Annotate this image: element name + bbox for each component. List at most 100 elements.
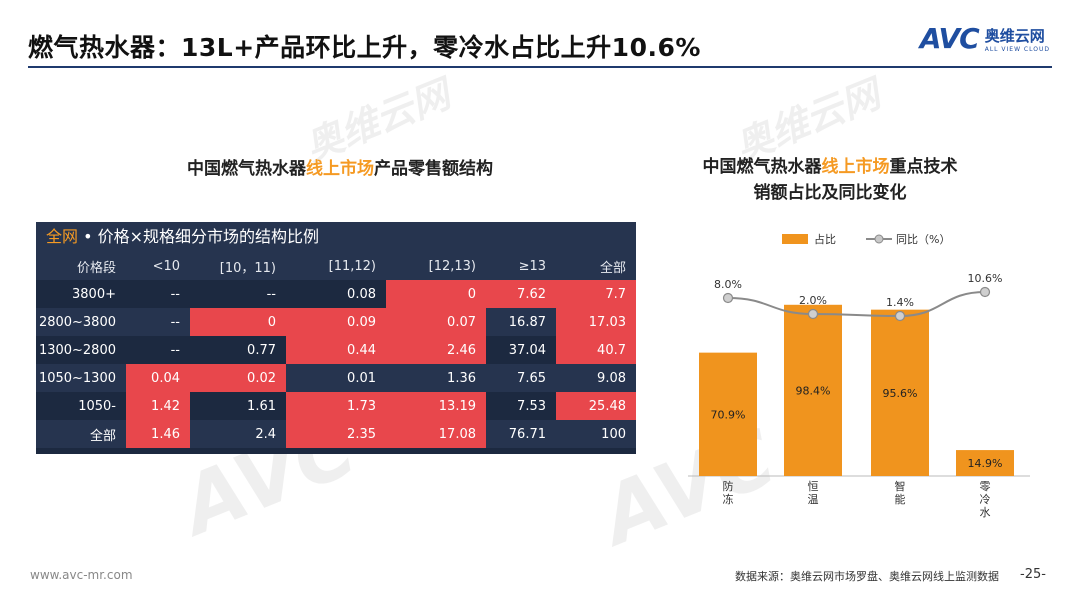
bar-label: 70.9%	[711, 408, 746, 421]
category-label: 恒	[808, 480, 819, 493]
table-row: 1050~1300 0.04 0.02 0.01 1.36 7.65 9.08	[36, 364, 636, 392]
yoy-point	[807, 308, 819, 320]
chart-title: 中国燃气热水器线上市场重点技术 销额占比及同比变化	[702, 157, 958, 203]
table-cell: 0.04	[126, 364, 190, 392]
data-source: 数据来源：奥维云网市场罗盘、奥维云网线上监测数据	[735, 570, 999, 583]
brand-logo: AVC 奥维云网 ALL VIEW CLOUD	[920, 22, 1050, 55]
logo-cn: 奥维云网	[984, 26, 1045, 45]
category-label: 能	[895, 492, 906, 506]
table-cell: 0.09	[286, 308, 386, 336]
table-row: 3800+ -- -- 0.08 0 7.62 7.7	[36, 280, 636, 308]
table-cell: 0.44	[286, 336, 386, 364]
table-cell: 2.46	[386, 336, 486, 364]
price-spec-table: 全网 • 价格×规格细分市场的结构比例 价格段 <10 [10，11) [11,12)…	[36, 222, 636, 454]
table-cell: 1.61	[190, 392, 286, 420]
table-cell: 9.08	[556, 364, 636, 392]
table-cell: 0.02	[190, 364, 286, 392]
column-header-price: 价格段	[36, 252, 126, 280]
table-cell: 1.46	[126, 420, 190, 448]
table-row: 1300~2800 -- 0.77 0.44 2.46 37.04 40.7	[36, 336, 636, 364]
bar-label: 98.4%	[796, 384, 831, 397]
bar-label: 95.6%	[883, 387, 918, 400]
table-row: 1050- 1.42 1.61 1.73 13.19 7.53 25.48	[36, 392, 636, 420]
table-row: 全部 1.46 2.4 2.35 17.08 76.71 100	[36, 420, 636, 448]
table-cell: --	[126, 336, 190, 364]
table-cell: 2.35	[286, 420, 386, 448]
table-caption: 全网 • 价格×规格细分市场的结构比例	[36, 222, 636, 252]
table-cell: 7.65	[486, 364, 556, 392]
bar	[699, 352, 757, 476]
category-label: 水	[980, 506, 991, 519]
table-cell: --	[190, 280, 286, 308]
table-title: 中国燃气热水器线上市场产品零售额结构	[187, 159, 493, 179]
structure-table: 价格段 <10 [10，11) [11,12) [12,13) ≥13 全部 3800+ -- -…	[36, 252, 636, 448]
yoy-point	[722, 292, 734, 304]
table-cell: --	[126, 280, 190, 308]
table-cell: 7.62	[486, 280, 556, 308]
logo-mark: AVC	[919, 22, 980, 55]
table-cell: 40.7	[556, 336, 636, 364]
yoy-point	[979, 286, 991, 298]
column-header: [10，11)	[190, 252, 286, 280]
column-header: <10	[126, 252, 190, 280]
table-cell: 100	[556, 420, 636, 448]
table-cell: 37.04	[486, 336, 556, 364]
table-cell: 1.36	[386, 364, 486, 392]
column-header: [12,13)	[386, 252, 486, 280]
bar	[871, 309, 929, 476]
website-url[interactable]: www.avc-mr.com	[30, 568, 133, 582]
category-label: 冷	[980, 493, 991, 506]
table-cell: 7.7	[556, 280, 636, 308]
category-label: 冻	[723, 492, 734, 506]
table-cell: 0.08	[286, 280, 386, 308]
title-divider	[28, 66, 1052, 68]
page-title: 燃气热水器：13L+产品环比上升，零冷水占比上升10.6%	[28, 33, 701, 62]
legend-label-yoy: 同比（%）	[896, 233, 950, 246]
yoy-line	[727, 291, 986, 318]
row-label: 全部	[36, 420, 126, 448]
yoy-label: 8.0%	[714, 278, 742, 291]
table-cell: 13.19	[386, 392, 486, 420]
table-cell: 0	[190, 308, 286, 336]
column-header: [11,12)	[286, 252, 386, 280]
table-cell: 0.07	[386, 308, 486, 336]
row-label: 1050~1300	[36, 364, 126, 392]
category-label: 温	[808, 493, 819, 506]
tech-share-chart: 占比 同比（%） 70.9% 98.4% 95.6% 14.9% 防冻 恒温 智能 零冷水 8.0%…	[688, 232, 1030, 519]
yoy-point	[894, 310, 906, 322]
row-label: 3800+	[36, 280, 126, 308]
table-cell: 17.03	[556, 308, 636, 336]
table-cell: 0.77	[190, 336, 286, 364]
column-header: 全部	[556, 252, 636, 280]
table-cell: --	[126, 308, 190, 336]
column-header: ≥13	[486, 252, 556, 280]
bar	[784, 304, 842, 476]
table-cell: 0.01	[286, 364, 386, 392]
table-cell: 7.53	[486, 392, 556, 420]
table-cell: 1.42	[126, 392, 190, 420]
table-cell: 17.08	[386, 420, 486, 448]
yoy-label: 10.6%	[968, 272, 1003, 285]
row-label: 1050-	[36, 392, 126, 420]
table-cell: 76.71	[486, 420, 556, 448]
yoy-label: 1.4%	[886, 296, 914, 309]
legend-label-share: 占比	[814, 232, 836, 246]
row-label: 1300~2800	[36, 336, 126, 364]
table-cell: 0	[386, 280, 486, 308]
legend-swatch-share	[782, 234, 808, 244]
yoy-label: 2.0%	[799, 294, 827, 307]
page-number: -25-	[1020, 567, 1046, 582]
table-cell: 1.73	[286, 392, 386, 420]
table-cell: 2.4	[190, 420, 286, 448]
category-label: 防	[723, 479, 734, 493]
bar-label: 14.9%	[968, 457, 1003, 470]
row-label: 2800~3800	[36, 308, 126, 336]
category-label: 零	[980, 480, 991, 493]
category-label: 智	[895, 479, 906, 493]
table-cell: 25.48	[556, 392, 636, 420]
table-row: 2800~3800 -- 0 0.09 0.07 16.87 17.03	[36, 308, 636, 336]
legend-marker-yoy	[874, 234, 884, 244]
table-cell: 16.87	[486, 308, 556, 336]
logo-en: ALL VIEW CLOUD	[984, 45, 1050, 53]
bar	[956, 450, 1014, 476]
